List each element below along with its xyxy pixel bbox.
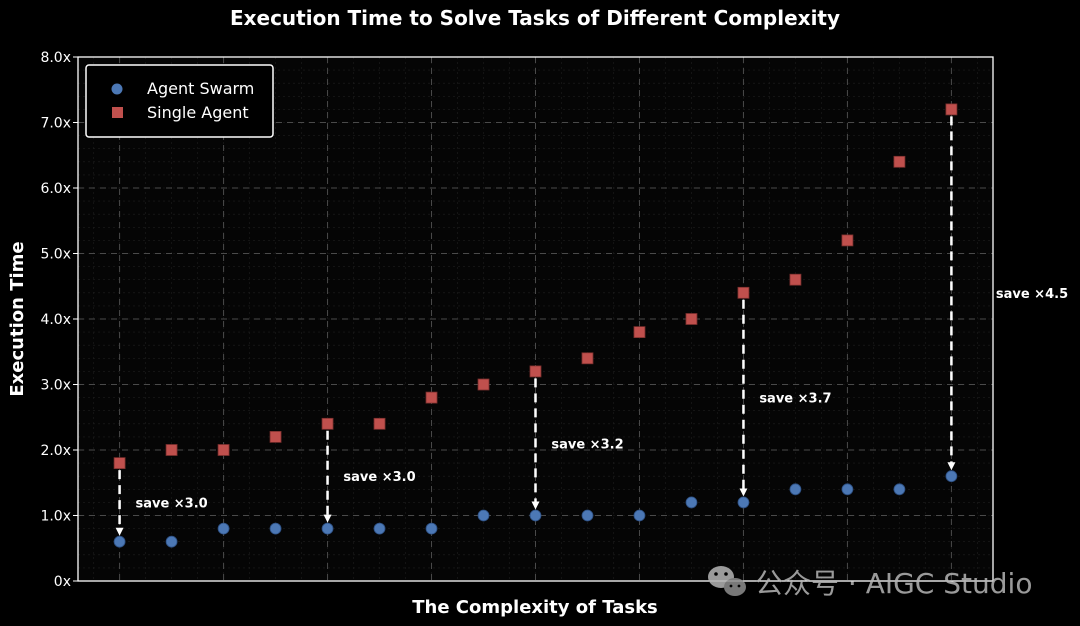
- agent-swarm-point: [113, 535, 126, 548]
- series-agent-swarm: [113, 470, 958, 548]
- legend: Agent Swarm Single Agent: [85, 64, 274, 138]
- agent-swarm-point: [477, 509, 490, 522]
- y-tick-label: 1.0x: [40, 509, 71, 525]
- saving-label: save ×3.7: [759, 392, 831, 407]
- y-axis-ticks: 0x 1.0x 2.0x 3.0x 4.0x 5.0x 6.0x 7.0x 8.0x: [40, 50, 78, 590]
- single-agent-point: [373, 417, 386, 430]
- single-agent-point: [789, 273, 802, 286]
- agent-swarm-point: [581, 509, 594, 522]
- single-agent-point: [477, 378, 490, 391]
- agent-swarm-point: [165, 535, 178, 548]
- y-axis-label: Execution Time: [7, 241, 28, 396]
- agent-swarm-point: [789, 483, 802, 496]
- legend-label-single-agent: Single Agent: [147, 103, 249, 122]
- chart-title: Execution Time to Solve Tasks of Differe…: [230, 6, 840, 30]
- saving-labels: save ×3.0 save ×3.0 save ×3.2 save ×3.7 save…: [135, 287, 1068, 512]
- y-tick-label: 4.0x: [40, 312, 71, 328]
- saving-label: save ×4.5: [996, 287, 1068, 302]
- agent-swarm-point: [841, 483, 854, 496]
- y-tick-label: 3.0x: [40, 378, 71, 394]
- legend-label-agent-swarm: Agent Swarm: [147, 79, 254, 98]
- wechat-icon: [708, 566, 746, 596]
- watermark: 公众号 · AIGC Studio: [708, 566, 1032, 600]
- single-agent-point: [217, 444, 230, 456]
- single-agent-point: [425, 391, 438, 404]
- agent-swarm-point: [633, 509, 646, 522]
- agent-swarm-point: [269, 522, 282, 535]
- agent-swarm-point: [425, 522, 438, 535]
- saving-arrows: [115, 116, 956, 536]
- y-tick-label: 5.0x: [40, 247, 71, 263]
- single-agent-point: [269, 430, 282, 443]
- single-agent-point: [841, 234, 854, 247]
- single-agent-point: [685, 313, 698, 325]
- saving-label: save ×3.2: [551, 437, 623, 452]
- agent-swarm-point: [737, 496, 750, 509]
- watermark-text: 公众号 · AIGC Studio: [755, 567, 1032, 600]
- single-agent-point: [893, 155, 906, 168]
- agent-swarm-point: [217, 522, 230, 535]
- agent-swarm-point: [373, 522, 386, 535]
- legend-box: [85, 64, 274, 138]
- series-single-agent: [113, 103, 958, 470]
- single-agent-point: [113, 457, 126, 470]
- legend-marker-agent-swarm: [111, 83, 123, 95]
- y-tick-label: 2.0x: [40, 443, 71, 459]
- x-axis-label: The Complexity of Tasks: [412, 597, 658, 618]
- agent-swarm-point: [321, 522, 334, 535]
- y-tick-label: 0x: [54, 574, 71, 590]
- y-tick-label: 8.0x: [40, 50, 71, 66]
- y-tick-label: 6.0x: [40, 181, 71, 197]
- single-agent-point: [633, 326, 646, 339]
- agent-swarm-point: [529, 509, 542, 522]
- single-agent-point: [581, 352, 594, 365]
- single-agent-point: [321, 417, 334, 430]
- saving-label: save ×3.0: [343, 470, 415, 485]
- agent-swarm-point: [685, 496, 698, 509]
- saving-label: save ×3.0: [135, 496, 207, 511]
- agent-swarm-point: [893, 483, 906, 496]
- agent-swarm-point: [945, 470, 958, 483]
- legend-marker-single-agent: [112, 107, 123, 118]
- single-agent-point: [737, 286, 750, 299]
- y-tick-label: 7.0x: [40, 116, 71, 132]
- single-agent-point: [529, 365, 542, 378]
- single-agent-point: [165, 444, 178, 456]
- single-agent-point: [945, 103, 958, 116]
